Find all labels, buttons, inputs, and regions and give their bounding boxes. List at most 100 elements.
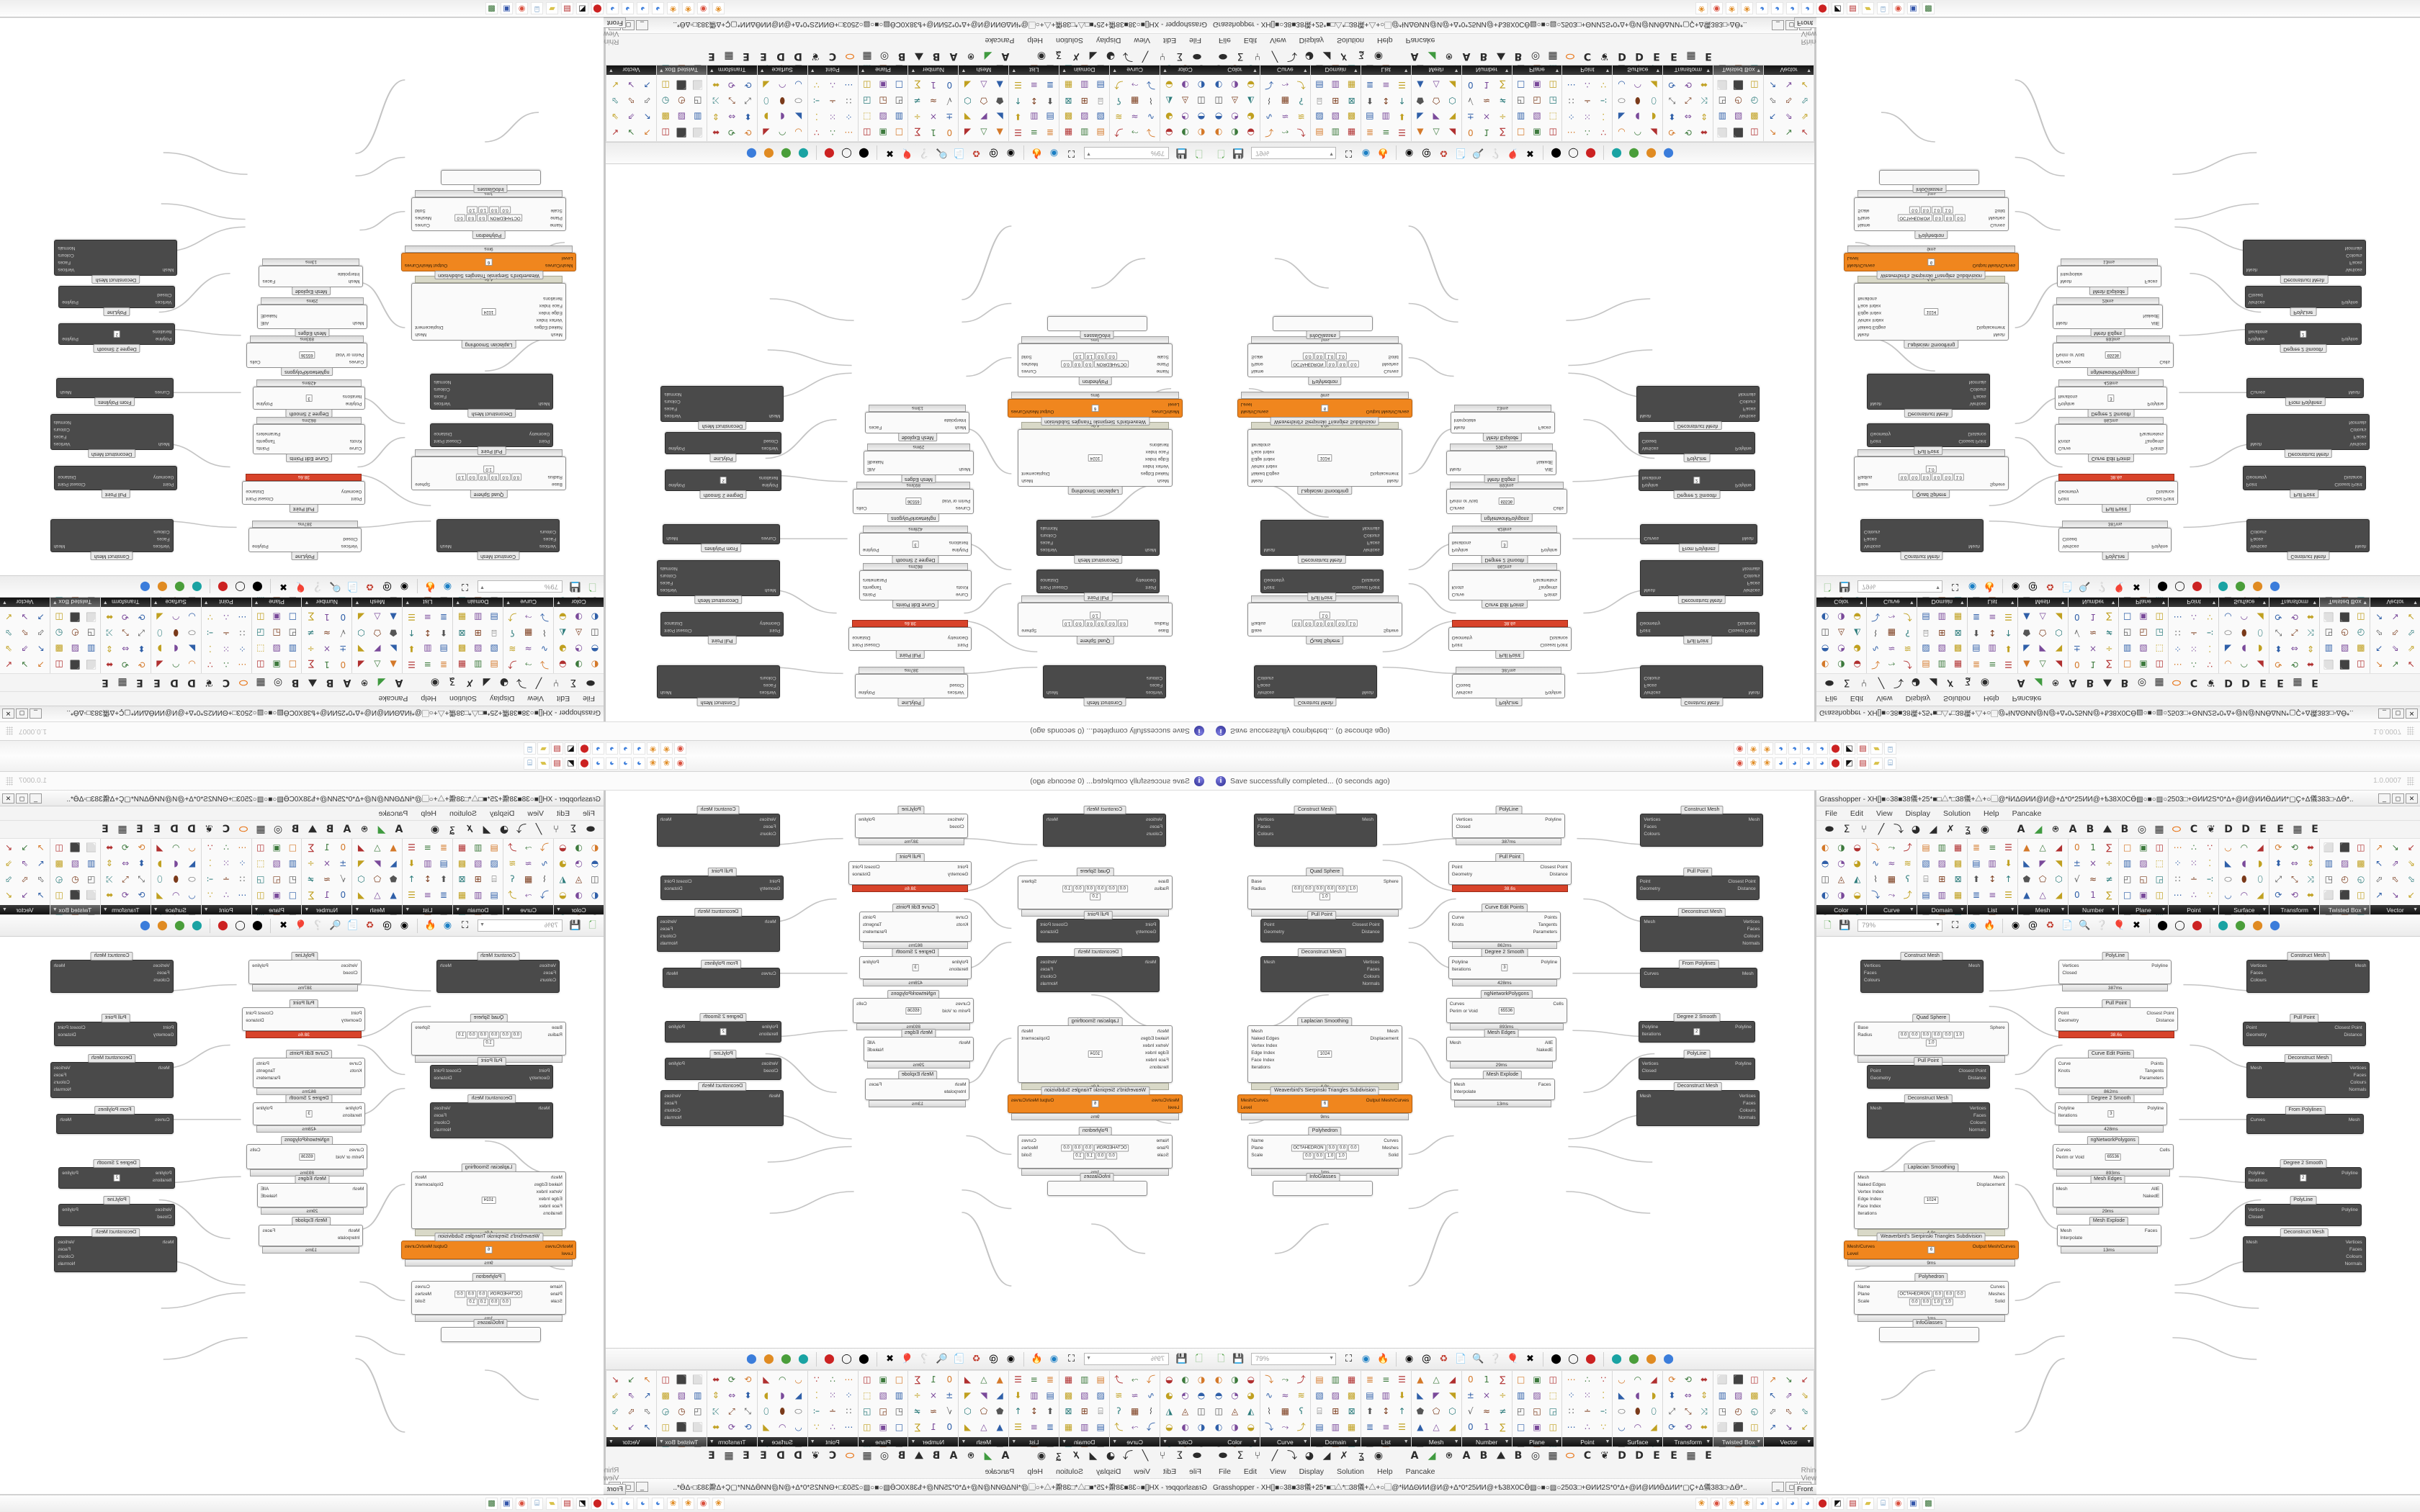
ribbon-letter-icon[interactable]: A (2069, 677, 2077, 688)
component-icon[interactable]: ◣ (996, 1390, 1003, 1400)
component-icon[interactable]: ≈ (929, 96, 937, 106)
component-icon[interactable]: ▨ (71, 644, 79, 654)
component-icon[interactable]: ⋯ (844, 80, 853, 90)
component-icon[interactable]: ◓ (1214, 1390, 1223, 1400)
chevron-down-icon[interactable]: ▼ (961, 1439, 967, 1444)
component-icon[interactable]: ◭ (1165, 96, 1173, 106)
gh-node[interactable]: Mesh Explode Mesh Interpolate Faces 13ms (2056, 258, 2161, 295)
component-icon[interactable]: ◫ (591, 628, 599, 638)
gh-node-output-label[interactable]: Tangents (256, 1068, 276, 1074)
component-icon[interactable]: ⬌ (1700, 80, 1708, 90)
chevron-down-icon[interactable]: ▼ (153, 600, 158, 605)
component-tab-label[interactable]: Point ▼ (807, 1437, 858, 1446)
component-icon[interactable]: ⤴ (1296, 1374, 1306, 1385)
gh-node-output-label[interactable]: Colours (1739, 399, 1756, 404)
component-icon[interactable]: ⟲ (1684, 1422, 1692, 1432)
component-icon[interactable]: 1 (2090, 660, 2096, 670)
component-icon[interactable]: ⤢ (138, 628, 145, 638)
component-icon[interactable]: ◫ (1214, 96, 1223, 106)
component-tab-label[interactable]: List ▼ (1009, 66, 1059, 75)
preview-eye-icon[interactable]: ◉ (443, 581, 452, 592)
gh-node-input-label[interactable]: Perim or Void (942, 1009, 971, 1014)
gh-node-input-label[interactable]: Mesh (1453, 425, 1466, 430)
component-tab-label[interactable]: Curve ▼ (503, 905, 554, 914)
component-icon[interactable]: ⬡ (2055, 628, 2063, 638)
ribbon-letter-icon[interactable]: ⬭ (846, 50, 854, 62)
gh-node-output-label[interactable]: Vertices (664, 1094, 681, 1099)
component-icon[interactable]: ⬯ (1651, 1406, 1657, 1416)
component-icon[interactable]: ∴ (223, 842, 229, 852)
component-icon[interactable]: ⤢ (1668, 1406, 1676, 1416)
component-icon[interactable]: ⬇ (1014, 112, 1022, 122)
gh-node-input-label[interactable]: Mesh (2056, 320, 2068, 325)
component-icon[interactable]: ⬭ (2224, 628, 2232, 638)
gh-node-input-label[interactable]: Mesh/Curves (1240, 408, 1268, 414)
component-icon[interactable]: ⟲ (728, 80, 736, 90)
gh-node-input-label[interactable]: Vertices (155, 299, 172, 305)
component-icon[interactable]: ⬭ (1618, 1406, 1626, 1416)
component-icon[interactable]: ↘ (21, 612, 29, 622)
rhino-icon[interactable]: ❀ (1741, 2, 1753, 14)
component-icon[interactable]: ≣ (440, 890, 448, 900)
gh-node-input-label[interactable]: Vertices (1863, 544, 1881, 549)
component-icon[interactable]: ⬆ (1366, 96, 1373, 106)
component-icon[interactable]: □ (895, 80, 903, 90)
component-icon[interactable]: ⬚ (863, 1390, 871, 1400)
gh-node-output-label[interactable]: Normals (1362, 981, 1380, 987)
gh-node-input-label[interactable]: Colours (760, 832, 776, 837)
component-icon[interactable]: ∑ (914, 1422, 920, 1432)
component-icon[interactable]: ◖ (174, 858, 179, 868)
gh-node[interactable]: Pull Point Point Geometry Closest Point Dist… (1260, 910, 1384, 943)
component-icon[interactable]: ⤵ (539, 660, 549, 670)
component-icon[interactable]: ʕ (1116, 96, 1121, 106)
component-icon[interactable]: ◰ (2123, 628, 2132, 638)
shade-black-icon[interactable]: ⬤ (2157, 581, 2168, 592)
gh-node-output-label[interactable]: Distance (1549, 871, 1568, 877)
scissors-x-icon[interactable]: ✖ (279, 581, 287, 592)
ribbon-letter-icon[interactable]: ❦ (205, 677, 213, 688)
component-icon[interactable]: ⤳ (524, 660, 532, 670)
component-icon[interactable]: ▣ (1533, 127, 1541, 138)
component-tab-label[interactable]: Mesh ▼ (1411, 66, 1461, 75)
gh-node-output-label[interactable]: Polyline (862, 546, 879, 552)
preview-blue-icon[interactable]: ⬤ (2269, 581, 2280, 592)
gh-node-output-label[interactable]: Closest Point (852, 864, 880, 870)
shade-white-icon[interactable]: ◯ (235, 581, 246, 592)
component-icon[interactable]: ⬍ (744, 1390, 752, 1400)
component-icon[interactable]: ▤ (1096, 127, 1105, 138)
menu-item-file[interactable]: File (1219, 36, 1231, 45)
chevron-down-icon[interactable]: ▼ (658, 68, 664, 73)
gh-node-input-label[interactable]: Perim or Void (1449, 498, 1478, 503)
gh-node-input-label[interactable]: Mesh (1449, 1040, 1461, 1046)
component-icon[interactable]: ⇕ (712, 112, 720, 122)
component-tab-label[interactable]: Color ▼ (1210, 66, 1260, 75)
chevron-down-icon[interactable]: ▼ (1756, 68, 1762, 73)
chevron-down-icon[interactable]: ▼ (1935, 585, 1940, 590)
preview-blue-icon[interactable]: ⬤ (1663, 1354, 1674, 1364)
component-icon[interactable]: ▦ (1887, 628, 1896, 638)
menu-item-pancake[interactable]: Pancake (2012, 694, 2042, 703)
gh-node[interactable]: PolyLine Vertices Closed Polyline (1638, 1050, 1755, 1080)
ribbon-letter-icon[interactable]: D (1635, 50, 1644, 62)
component-tab-surface[interactable]: ◡◠◢◣◖◗⬭⬮⬯◡◠◢◣◖◗⬭⬮⬯◡◠◢◣◖◗◡◠◢Surface▼ (150, 839, 201, 979)
gh-node-input-label[interactable]: Vertices (539, 544, 557, 549)
gh-node-input-label[interactable]: Curve (956, 592, 969, 597)
component-tab-label[interactable]: Number ▼ (302, 598, 352, 607)
preview-blue-icon[interactable]: ⬤ (746, 1354, 757, 1364)
component-tab-label[interactable]: Curve ▼ (1110, 66, 1160, 75)
sigma-glyph[interactable]: Σ (1843, 677, 1850, 688)
component-icon[interactable]: ⊞ (474, 628, 482, 638)
gh-node-input-label[interactable]: Vertex Index (536, 317, 563, 323)
gh-node-output-label[interactable]: Faces (53, 1073, 67, 1079)
component-icon[interactable]: ↑ (408, 628, 416, 638)
chevron-down-icon[interactable]: ▼ (1403, 68, 1409, 73)
ribbon-letter-icon[interactable]: E (153, 824, 161, 835)
gh-node-output-label[interactable]: Tangents (2144, 438, 2164, 444)
chevron-down-icon[interactable]: ▼ (1453, 1439, 1459, 1444)
gh-node-input-label[interactable]: Interpolate (337, 1236, 360, 1241)
chevron-down-icon[interactable]: ▼ (1605, 68, 1610, 73)
component-icon[interactable]: ± (1466, 112, 1474, 122)
component-icon[interactable]: ▲ (1417, 1374, 1424, 1385)
gh-node-output-label[interactable]: Vertices (660, 919, 677, 925)
gh-node-input-label[interactable]: Mesh (1639, 1094, 1652, 1099)
